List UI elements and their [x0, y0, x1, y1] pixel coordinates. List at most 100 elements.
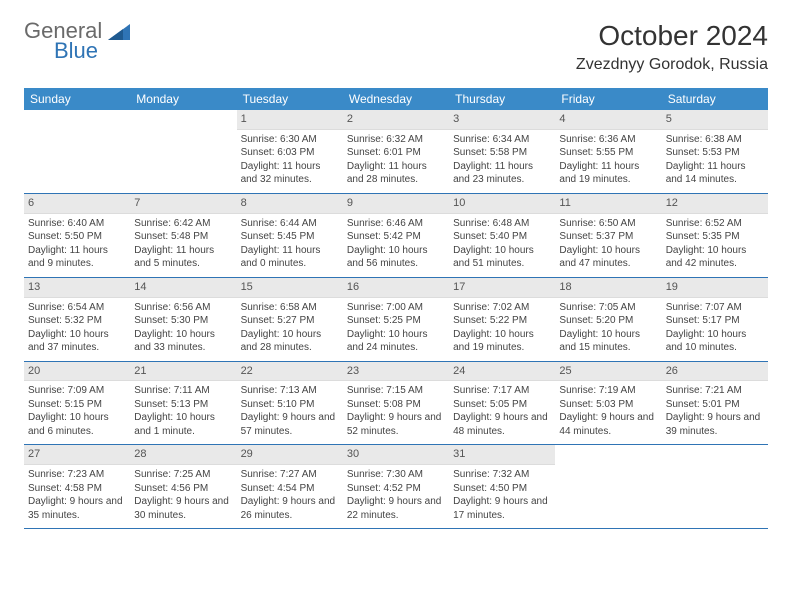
- day-number: 31: [449, 445, 555, 465]
- calendar-cell: 12 Sunrise: 6:52 AMSunset: 5:35 PMDayligh…: [662, 193, 768, 277]
- calendar-cell: [555, 445, 661, 529]
- daylight-text: Daylight: 10 hours and 15 minutes.: [559, 328, 657, 355]
- sunrise-text: Sunrise: 7:13 AM: [241, 384, 339, 398]
- weekday-sunday: Sunday: [24, 88, 130, 110]
- calendar-cell: 14Sunrise: 6:56 AMSunset: 5:30 PMDayligh…: [130, 277, 236, 361]
- sunrise-text: Sunrise: 6:58 AM: [241, 301, 339, 315]
- day-number: 21: [130, 362, 236, 382]
- page-title: October 2024: [576, 20, 768, 52]
- sunset-text: Sunset: 4:56 PM: [134, 482, 232, 496]
- sunset-text: Sunset: 5:58 PM: [453, 146, 551, 160]
- day-body: Sunrise: 6:36 AMSunset: 5:55 PMDaylight:…: [555, 130, 661, 193]
- calendar-cell: 21Sunrise: 7:11 AMSunset: 5:13 PMDayligh…: [130, 361, 236, 445]
- day-number: 12: [662, 194, 768, 214]
- day-number: 9: [343, 194, 449, 214]
- day-number: 16: [343, 278, 449, 298]
- calendar-cell: 23Sunrise: 7:15 AMSunset: 5:08 PMDayligh…: [343, 361, 449, 445]
- daylight-text: Daylight: 11 hours and 5 minutes.: [134, 244, 232, 271]
- day-number: 8: [237, 194, 343, 214]
- sunrise-text: Sunrise: 6:32 AM: [347, 133, 445, 147]
- sunset-text: Sunset: 5:27 PM: [241, 314, 339, 328]
- day-body: Sunrise: 6:38 AMSunset: 5:53 PMDaylight:…: [662, 130, 768, 193]
- day-body: Sunrise: 6:32 AMSunset: 6:01 PMDaylight:…: [343, 130, 449, 193]
- sunset-text: Sunset: 6:01 PM: [347, 146, 445, 160]
- daylight-text: Daylight: 11 hours and 19 minutes.: [559, 160, 657, 187]
- sunset-text: Sunset: 5:35 PM: [666, 230, 764, 244]
- sunrise-text: Sunrise: 7:15 AM: [347, 384, 445, 398]
- sunrise-text: Sunrise: 6:44 AM: [241, 217, 339, 231]
- sunrise-text: Sunrise: 7:00 AM: [347, 301, 445, 315]
- sunset-text: Sunset: 5:15 PM: [28, 398, 126, 412]
- sunset-text: Sunset: 5:40 PM: [453, 230, 551, 244]
- sunrise-text: Sunrise: 7:11 AM: [134, 384, 232, 398]
- sunrise-text: Sunrise: 6:40 AM: [28, 217, 126, 231]
- sunrise-text: Sunrise: 7:25 AM: [134, 468, 232, 482]
- day-body: Sunrise: 7:02 AMSunset: 5:22 PMDaylight:…: [449, 298, 555, 361]
- daylight-text: Daylight: 9 hours and 17 minutes.: [453, 495, 551, 522]
- daylight-text: Daylight: 10 hours and 56 minutes.: [347, 244, 445, 271]
- sunrise-text: Sunrise: 7:07 AM: [666, 301, 764, 315]
- sunset-text: Sunset: 5:13 PM: [134, 398, 232, 412]
- daylight-text: Daylight: 11 hours and 23 minutes.: [453, 160, 551, 187]
- sunrise-text: Sunrise: 7:32 AM: [453, 468, 551, 482]
- calendar-row: 1Sunrise: 6:30 AMSunset: 6:03 PMDaylight…: [24, 110, 768, 193]
- calendar-row: 27Sunrise: 7:23 AMSunset: 4:58 PMDayligh…: [24, 445, 768, 529]
- day-number: 24: [449, 362, 555, 382]
- sunrise-text: Sunrise: 7:30 AM: [347, 468, 445, 482]
- sunset-text: Sunset: 5:25 PM: [347, 314, 445, 328]
- day-number: 7: [130, 194, 236, 214]
- sunset-text: Sunset: 5:03 PM: [559, 398, 657, 412]
- weekday-thursday: Thursday: [449, 88, 555, 110]
- day-body: Sunrise: 7:19 AMSunset: 5:03 PMDaylight:…: [555, 381, 661, 444]
- daylight-text: Daylight: 10 hours and 10 minutes.: [666, 328, 764, 355]
- sunrise-text: Sunrise: 6:50 AM: [559, 217, 657, 231]
- sunset-text: Sunset: 5:48 PM: [134, 230, 232, 244]
- sunset-text: Sunset: 5:05 PM: [453, 398, 551, 412]
- weekday-header-row: Sunday Monday Tuesday Wednesday Thursday…: [24, 88, 768, 110]
- day-body: Sunrise: 6:58 AMSunset: 5:27 PMDaylight:…: [237, 298, 343, 361]
- day-number: 11: [555, 194, 661, 214]
- sunrise-text: Sunrise: 7:05 AM: [559, 301, 657, 315]
- sunrise-text: Sunrise: 6:36 AM: [559, 133, 657, 147]
- day-number: 18: [555, 278, 661, 298]
- sunrise-text: Sunrise: 6:56 AM: [134, 301, 232, 315]
- day-body: Sunrise: 7:21 AMSunset: 5:01 PMDaylight:…: [662, 381, 768, 444]
- logo: General Blue: [24, 20, 102, 62]
- calendar-row: 20Sunrise: 7:09 AMSunset: 5:15 PMDayligh…: [24, 361, 768, 445]
- sunrise-text: Sunrise: 6:52 AM: [666, 217, 764, 231]
- calendar-cell: 26Sunrise: 7:21 AMSunset: 5:01 PMDayligh…: [662, 361, 768, 445]
- daylight-text: Daylight: 10 hours and 6 minutes.: [28, 411, 126, 438]
- day-body: Sunrise: 6:34 AMSunset: 5:58 PMDaylight:…: [449, 130, 555, 193]
- calendar-row: 13Sunrise: 6:54 AMSunset: 5:32 PMDayligh…: [24, 277, 768, 361]
- calendar-cell: 30Sunrise: 7:30 AMSunset: 4:52 PMDayligh…: [343, 445, 449, 529]
- sunset-text: Sunset: 4:52 PM: [347, 482, 445, 496]
- sunrise-text: Sunrise: 6:48 AM: [453, 217, 551, 231]
- calendar-cell: 24Sunrise: 7:17 AMSunset: 5:05 PMDayligh…: [449, 361, 555, 445]
- day-body: Sunrise: 6:40 AMSunset: 5:50 PMDaylight:…: [24, 214, 130, 277]
- calendar-cell: 16 Sunrise: 7:00 AMSunset: 5:25 PMDayligh…: [343, 277, 449, 361]
- day-number: 14: [130, 278, 236, 298]
- daylight-text: Daylight: 10 hours and 42 minutes.: [666, 244, 764, 271]
- day-number: 6: [24, 194, 130, 214]
- calendar-cell: 27Sunrise: 7:23 AMSunset: 4:58 PMDayligh…: [24, 445, 130, 529]
- day-body: Sunrise: 7:13 AMSunset: 5:10 PMDaylight:…: [237, 381, 343, 444]
- sunset-text: Sunset: 5:53 PM: [666, 146, 764, 160]
- sunset-text: Sunset: 5:01 PM: [666, 398, 764, 412]
- calendar-cell: 17Sunrise: 7:02 AMSunset: 5:22 PMDayligh…: [449, 277, 555, 361]
- daylight-text: Daylight: 10 hours and 24 minutes.: [347, 328, 445, 355]
- day-number: 5: [662, 110, 768, 130]
- calendar-cell: 31Sunrise: 7:32 AMSunset: 4:50 PMDayligh…: [449, 445, 555, 529]
- calendar-body: 1Sunrise: 6:30 AMSunset: 6:03 PMDaylight…: [24, 110, 768, 529]
- sunset-text: Sunset: 5:30 PM: [134, 314, 232, 328]
- day-number: 26: [662, 362, 768, 382]
- sunset-text: Sunset: 5:10 PM: [241, 398, 339, 412]
- calendar-row: 6Sunrise: 6:40 AMSunset: 5:50 PMDaylight…: [24, 193, 768, 277]
- sunset-text: Sunset: 5:20 PM: [559, 314, 657, 328]
- calendar-cell: 28Sunrise: 7:25 AMSunset: 4:56 PMDayligh…: [130, 445, 236, 529]
- calendar-cell: 11Sunrise: 6:50 AMSunset: 5:37 PMDayligh…: [555, 193, 661, 277]
- day-number: 13: [24, 278, 130, 298]
- day-body: Sunrise: 6:48 AMSunset: 5:40 PMDaylight:…: [449, 214, 555, 277]
- day-body: Sunrise: 7:30 AMSunset: 4:52 PMDaylight:…: [343, 465, 449, 528]
- day-number: 2: [343, 110, 449, 130]
- calendar-cell: 3Sunrise: 6:34 AMSunset: 5:58 PMDaylight…: [449, 110, 555, 193]
